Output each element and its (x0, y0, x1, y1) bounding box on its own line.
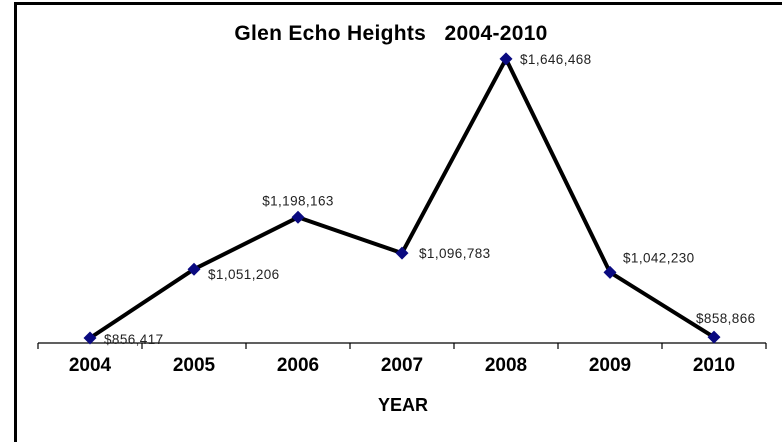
x-tick-label-2009: 2009 (589, 355, 631, 376)
x-tick-label-2010: 2010 (693, 355, 735, 376)
data-point-2009 (603, 265, 617, 279)
data-label-2005: $1,051,206 (208, 267, 280, 282)
series-line-group (88, 56, 716, 340)
chart-frame (14, 2, 782, 442)
data-point-2010 (707, 330, 721, 344)
data-label-2009: $1,042,230 (623, 250, 695, 265)
x-axis: 2004 2005 2006 2007 2008 2009 2010 (37, 342, 767, 376)
data-label-2006: $1,198,163 (262, 193, 334, 208)
series-line (88, 56, 716, 340)
data-point-2007 (395, 246, 409, 260)
data-label-2007: $1,096,783 (419, 246, 491, 261)
marker-group (83, 52, 721, 345)
x-tick-label-2004: 2004 (69, 355, 112, 376)
chart-title: Glen Echo Heights 2004-2010 (234, 22, 548, 45)
x-tick-label-2006: 2006 (277, 355, 319, 376)
data-label-group: $856,417 $1,051,206 $1,198,163 $1,096,783 $1… (104, 52, 756, 347)
data-label-2004: $856,417 (104, 332, 164, 347)
data-point-2005 (187, 262, 201, 276)
x-tick-label-2005: 2005 (173, 355, 216, 376)
data-point-2004 (83, 331, 97, 345)
x-tick-label-2007: 2007 (381, 355, 423, 376)
data-point-2006 (291, 210, 305, 224)
x-tick-label-2008: 2008 (485, 355, 527, 376)
x-axis-title: YEAR (378, 395, 428, 415)
data-label-2008: $1,646,468 (520, 52, 592, 67)
data-label-2010: $858,866 (696, 311, 756, 326)
data-point-2008 (499, 52, 513, 66)
